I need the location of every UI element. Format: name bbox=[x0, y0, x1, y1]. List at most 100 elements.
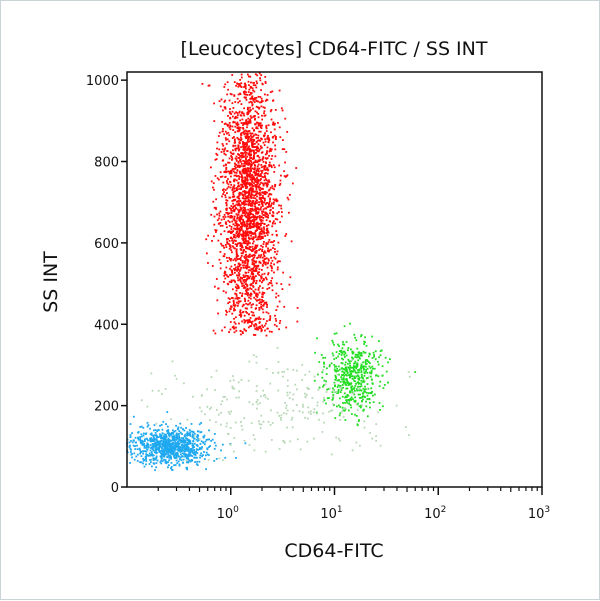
data-point bbox=[270, 409, 272, 412]
data-point bbox=[264, 80, 267, 83]
data-point bbox=[368, 375, 371, 378]
data-point bbox=[271, 259, 274, 262]
data-point bbox=[242, 131, 245, 134]
data-point bbox=[245, 240, 248, 242]
data-point bbox=[249, 167, 251, 170]
data-point bbox=[337, 365, 340, 368]
data-point bbox=[245, 283, 248, 286]
data-point bbox=[218, 217, 220, 220]
data-point bbox=[237, 149, 240, 152]
data-point bbox=[350, 387, 353, 390]
data-point bbox=[248, 150, 251, 153]
data-point bbox=[266, 94, 269, 96]
data-point bbox=[248, 218, 251, 221]
data-point bbox=[239, 92, 241, 95]
data-point bbox=[232, 193, 235, 196]
data-point bbox=[251, 167, 254, 170]
data-point bbox=[230, 297, 233, 299]
data-point bbox=[264, 261, 267, 264]
data-point bbox=[361, 396, 364, 399]
data-point bbox=[234, 168, 236, 170]
data-point bbox=[235, 158, 238, 161]
data-point bbox=[243, 165, 246, 167]
data-point bbox=[353, 389, 356, 392]
data-point bbox=[264, 199, 266, 202]
data-point bbox=[224, 273, 227, 276]
data-point bbox=[349, 364, 351, 367]
data-point bbox=[262, 176, 265, 179]
data-point bbox=[249, 165, 252, 168]
data-point bbox=[208, 429, 210, 432]
data-point bbox=[251, 103, 254, 106]
data-point bbox=[275, 309, 278, 311]
data-point bbox=[250, 179, 253, 182]
data-point bbox=[230, 228, 233, 230]
data-point bbox=[248, 222, 251, 225]
data-point bbox=[242, 182, 245, 185]
data-point bbox=[243, 172, 246, 175]
data-point bbox=[270, 439, 273, 441]
data-point bbox=[237, 213, 240, 216]
data-point bbox=[378, 402, 381, 404]
data-point bbox=[233, 280, 236, 283]
data-point bbox=[226, 93, 229, 96]
data-point bbox=[192, 395, 194, 398]
data-point bbox=[267, 224, 270, 226]
data-point bbox=[287, 198, 290, 201]
data-point bbox=[186, 434, 188, 437]
data-point bbox=[267, 250, 269, 252]
data-point bbox=[225, 422, 228, 425]
data-point bbox=[356, 374, 359, 377]
data-point bbox=[238, 202, 241, 205]
data-point bbox=[140, 455, 143, 458]
data-point bbox=[365, 359, 368, 361]
data-point bbox=[237, 262, 240, 265]
data-point bbox=[179, 449, 181, 452]
data-point bbox=[357, 382, 360, 385]
data-point bbox=[250, 213, 253, 215]
data-point bbox=[263, 165, 266, 167]
data-point bbox=[381, 405, 384, 408]
data-point bbox=[146, 448, 148, 451]
data-point bbox=[286, 174, 289, 177]
data-point bbox=[168, 439, 171, 442]
data-point bbox=[242, 206, 245, 209]
data-point bbox=[260, 301, 263, 304]
data-point bbox=[261, 287, 264, 289]
data-point bbox=[243, 237, 246, 240]
data-point bbox=[242, 122, 245, 125]
data-point bbox=[262, 304, 265, 307]
data-point bbox=[327, 397, 330, 400]
data-point bbox=[159, 461, 162, 464]
data-point bbox=[269, 198, 271, 201]
data-point bbox=[233, 317, 235, 320]
data-point bbox=[263, 214, 266, 217]
data-point bbox=[173, 456, 176, 458]
data-point bbox=[352, 370, 355, 373]
data-point bbox=[245, 233, 248, 235]
data-point bbox=[259, 285, 261, 288]
data-point bbox=[256, 165, 259, 168]
data-point bbox=[282, 139, 284, 141]
data-point bbox=[256, 221, 259, 224]
data-point bbox=[237, 202, 240, 205]
data-point bbox=[261, 171, 263, 174]
data-point bbox=[242, 239, 245, 242]
data-point bbox=[244, 153, 247, 156]
data-point bbox=[149, 461, 152, 464]
data-point bbox=[266, 206, 269, 208]
data-point bbox=[159, 441, 161, 444]
data-point bbox=[279, 136, 282, 139]
data-point bbox=[340, 410, 343, 413]
data-point bbox=[130, 451, 132, 453]
data-point bbox=[165, 446, 167, 449]
data-point bbox=[245, 228, 248, 231]
data-point bbox=[224, 221, 227, 224]
data-point bbox=[169, 432, 171, 435]
y-tick-label: 400 bbox=[94, 318, 119, 333]
data-point bbox=[191, 434, 194, 437]
data-point bbox=[272, 135, 275, 138]
data-point bbox=[360, 334, 363, 336]
data-point bbox=[360, 379, 363, 382]
data-point bbox=[241, 197, 244, 200]
